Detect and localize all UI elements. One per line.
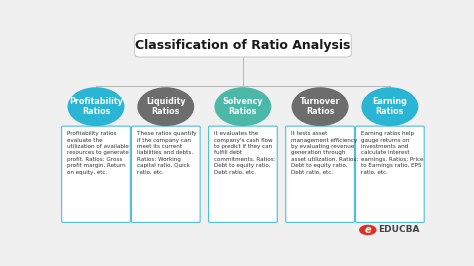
- Ellipse shape: [137, 87, 194, 126]
- Text: e: e: [365, 225, 371, 235]
- Ellipse shape: [292, 87, 348, 126]
- FancyBboxPatch shape: [131, 126, 200, 222]
- Ellipse shape: [214, 87, 272, 126]
- Text: Solvency
Ratios: Solvency Ratios: [223, 97, 263, 117]
- Text: EDUCBA: EDUCBA: [378, 226, 419, 235]
- Text: Liquidity
Ratios: Liquidity Ratios: [146, 97, 186, 117]
- FancyBboxPatch shape: [135, 34, 351, 57]
- Text: These ratios quantify
if the company can
meet its current
liabilities and debts.: These ratios quantify if the company can…: [137, 131, 197, 175]
- Text: It tests asset
management efficiency
by evaluating revenue
generation through
as: It tests asset management efficiency by …: [291, 131, 358, 175]
- Text: Turnover
Ratios: Turnover Ratios: [300, 97, 340, 117]
- Ellipse shape: [361, 87, 419, 126]
- Circle shape: [360, 226, 376, 235]
- Text: Profitability
Ratios: Profitability Ratios: [69, 97, 123, 117]
- FancyBboxPatch shape: [286, 126, 355, 222]
- FancyBboxPatch shape: [356, 126, 424, 222]
- Ellipse shape: [67, 87, 125, 126]
- FancyBboxPatch shape: [209, 126, 277, 222]
- Text: It evaluates the
company's cash flow
to predict if they can
fulfill debt
commitm: It evaluates the company's cash flow to …: [214, 131, 276, 175]
- Text: Profitability ratios
evaluate the
utilization of available
resources to generate: Profitability ratios evaluate the utiliz…: [67, 131, 129, 175]
- Text: Classification of Ratio Analysis: Classification of Ratio Analysis: [135, 39, 351, 52]
- Text: Earning
Ratios: Earning Ratios: [373, 97, 407, 117]
- Text: Earning ratios help
gauge returns on
investments and
calculate interest
earnings: Earning ratios help gauge returns on inv…: [361, 131, 423, 175]
- FancyBboxPatch shape: [62, 126, 130, 222]
